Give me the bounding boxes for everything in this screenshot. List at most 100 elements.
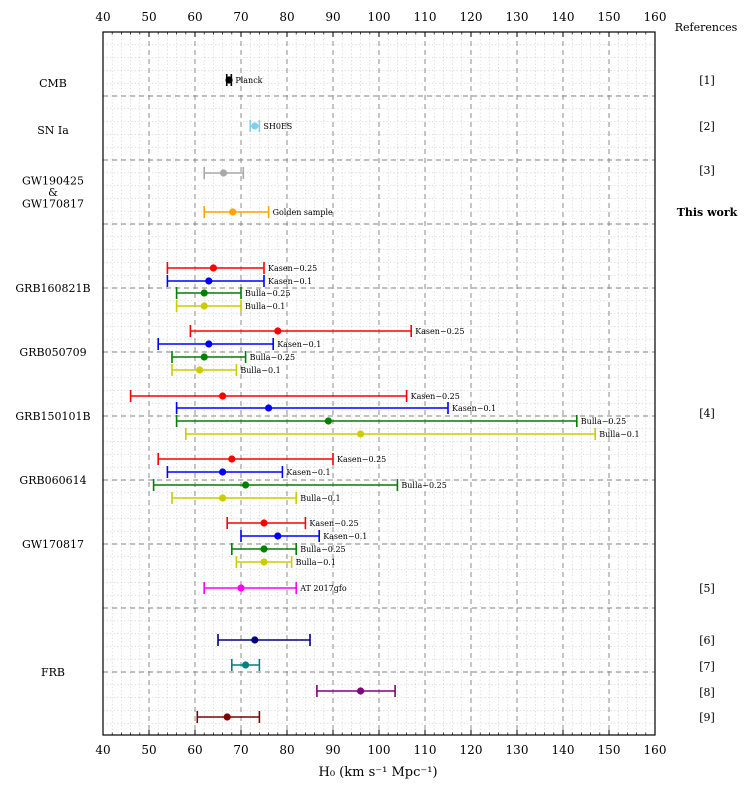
- data-point: [242, 661, 250, 669]
- point-label: Kasen−0.25: [415, 327, 464, 336]
- reference-label: [9]: [699, 711, 715, 724]
- reference-label: This work: [677, 206, 738, 219]
- tick-label-bottom: 150: [598, 743, 621, 757]
- point-label: Kasen−0.25: [268, 264, 317, 273]
- errorbar-point: [316, 685, 396, 697]
- errorbar-point: [196, 711, 261, 723]
- tick-label-bottom: 80: [279, 743, 294, 757]
- data-point: [265, 404, 273, 412]
- data-point: [251, 122, 259, 130]
- data-point: [237, 584, 245, 592]
- data-point: [219, 468, 227, 476]
- data-point: [260, 545, 268, 553]
- data-point: [200, 289, 208, 297]
- group-label: GRB160821B: [15, 282, 90, 295]
- errorbar-point: Bulla−0.25: [231, 543, 346, 555]
- point-label: Bulla−0.25: [300, 545, 345, 554]
- group-label: GRB060614: [19, 474, 86, 487]
- errorbar-point: Kasen−0.1: [240, 530, 367, 542]
- major-grid: [148, 32, 610, 735]
- data-point: [357, 687, 365, 695]
- tick-label-top: 150: [598, 10, 621, 24]
- tick-label-top: 140: [552, 10, 575, 24]
- data-point: [209, 264, 217, 272]
- tick-label-bottom: 40: [95, 743, 110, 757]
- data-point: [200, 353, 208, 361]
- group-label: CMB: [39, 77, 67, 90]
- data-point: [196, 366, 204, 374]
- errorbar-point: Bulla−0.1: [185, 428, 640, 440]
- errorbar-point: Bulla−0.25: [175, 287, 290, 299]
- reference-label: [5]: [699, 582, 715, 595]
- tick-labels: 40 40 50 50 60 60 70 70 80 80 90 90 100 100 110 110 120 1…: [95, 10, 666, 757]
- data-point: [251, 636, 259, 644]
- errorbar-point: [217, 634, 311, 646]
- tick-label-top: 120: [460, 10, 483, 24]
- data-point: [229, 208, 237, 216]
- tick-label-top: 50: [141, 10, 156, 24]
- point-label: Bulla−0.1: [245, 302, 285, 311]
- reference-label: [6]: [699, 634, 715, 647]
- errorbar-point: Bulla−0.25: [175, 415, 626, 427]
- errorbar-point: Kasen−0.25: [166, 262, 317, 274]
- group-label: GW190425: [22, 175, 84, 188]
- tick-label-bottom: 90: [325, 743, 340, 757]
- axis-ticks: [102, 32, 656, 735]
- errorbar-point: Golden sample: [203, 206, 333, 218]
- tick-label-top: 100: [368, 10, 391, 24]
- group-label: FRB: [41, 666, 65, 679]
- tick-label-top: 160: [644, 10, 667, 24]
- errorbar-point: Planck: [225, 74, 263, 86]
- errorbar-point: Kasen−0.25: [129, 390, 460, 402]
- references-column: [1] [2] [3] This work [4] [5] [6] [7] [8] [9]: [677, 74, 738, 724]
- data-point: [205, 277, 213, 285]
- tick-label-bottom: 130: [506, 743, 529, 757]
- point-label: SH0ES: [263, 122, 292, 131]
- errorbar-point: Kasen−0.1: [175, 402, 496, 414]
- point-label: Kasen−0.1: [323, 532, 367, 541]
- tick-label-bottom: 110: [414, 743, 437, 757]
- errorbar-point: Bulla−0.1: [235, 556, 336, 568]
- tick-label-bottom: 120: [460, 743, 483, 757]
- reference-label: [1]: [699, 74, 715, 87]
- point-label: Bulla−0.1: [240, 366, 280, 375]
- point-label: Bulla−0.25: [401, 481, 446, 490]
- data-point: [205, 340, 213, 348]
- data-point: [228, 455, 236, 463]
- tick-label-top: 110: [414, 10, 437, 24]
- data-point: [223, 713, 231, 721]
- data-point: [260, 519, 268, 527]
- point-label: Bulla−0.1: [296, 558, 336, 567]
- tick-label-bottom: 100: [368, 743, 391, 757]
- data-point: [219, 392, 227, 400]
- tick-label-bottom: 160: [644, 743, 667, 757]
- reference-label: [2]: [699, 120, 715, 133]
- point-label: Kasen−0.1: [268, 277, 312, 286]
- errorbar-point: SH0ES: [249, 120, 292, 132]
- error-bar-marks: Planck SH0ES Golden sample Kasen−0.25 Kasen−…: [129, 74, 640, 723]
- reference-label: [4]: [699, 407, 715, 420]
- errorbar-point: Bulla−0.1: [175, 300, 285, 312]
- point-label: Kasen−0.1: [452, 404, 496, 413]
- point-label: Kasen−0.1: [277, 340, 321, 349]
- point-label: Bulla−0.25: [245, 289, 290, 298]
- tick-label-top: 80: [279, 10, 294, 24]
- point-label: Kasen−0.25: [411, 392, 460, 401]
- data-point: [225, 76, 233, 84]
- group-label: GW170817: [22, 198, 84, 211]
- errorbar-point: Bulla−0.25: [171, 351, 295, 363]
- group-label: GRB150101B: [15, 410, 90, 423]
- point-label: Kasen−0.25: [337, 455, 386, 464]
- errorbar-point: Kasen−0.25: [189, 325, 464, 337]
- errorbar-point: Kasen−0.1: [166, 275, 312, 287]
- data-point: [242, 481, 250, 489]
- tick-label-bottom: 140: [552, 743, 575, 757]
- tick-label-bottom: 70: [233, 743, 248, 757]
- data-point: [324, 417, 332, 425]
- tick-label-top: 70: [233, 10, 248, 24]
- tick-label-top: 40: [95, 10, 110, 24]
- errorbar-point: Kasen−0.1: [157, 338, 321, 350]
- data-point: [274, 532, 282, 540]
- group-separators: [103, 95, 655, 673]
